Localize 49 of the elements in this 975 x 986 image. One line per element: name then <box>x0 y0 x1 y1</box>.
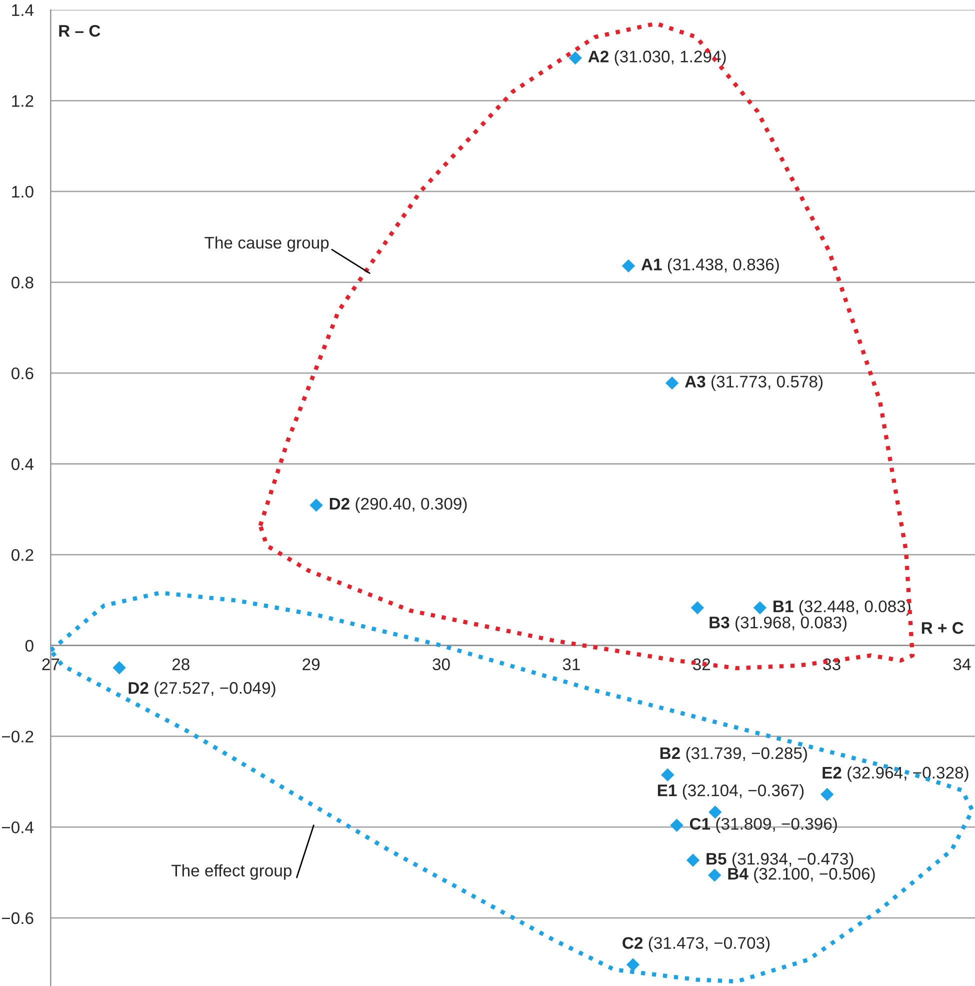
y-tick-label: 0.2 <box>12 549 34 561</box>
point <box>622 259 636 273</box>
point <box>708 806 722 819</box>
point <box>708 868 722 882</box>
point <box>690 601 704 614</box>
annotation: C2 (31.473, −0.703) <box>622 936 770 952</box>
point <box>665 376 679 390</box>
annotation: A3 (31.773, 0.578) <box>684 375 823 391</box>
annotation: The effect group <box>171 864 292 880</box>
annotation: E2 (32.964, −0.328) <box>822 766 968 782</box>
y-tick-label: 0.4 <box>12 458 34 470</box>
point <box>112 661 126 674</box>
point <box>670 818 684 832</box>
point <box>661 768 674 782</box>
point <box>686 854 700 867</box>
y-tick-label: 1.4 <box>12 4 34 16</box>
x-tick-label: 29 <box>302 658 320 670</box>
annotation: B5 (31.934, −0.473) <box>706 852 854 868</box>
y-tick-label: −0.4 <box>2 821 34 834</box>
point <box>568 51 582 65</box>
annotation: B2 (31.739, −0.285) <box>660 746 807 762</box>
y-tick-label: 0.6 <box>12 367 34 380</box>
x-tick-label: 27 <box>42 658 60 670</box>
point <box>310 498 323 512</box>
point <box>820 788 834 801</box>
y-tick-label: 0 <box>25 640 34 652</box>
y-tick-label: −0.6 <box>2 912 34 924</box>
y-tick-label: 1.0 <box>12 186 34 198</box>
annotation: A1 (31.438, 0.836) <box>641 258 779 274</box>
y-tick-label: 0.8 <box>12 276 34 288</box>
y-axis-title: R – C <box>59 24 100 37</box>
x-tick-label: 31 <box>562 658 580 670</box>
x-axis-title: R + C <box>922 622 964 634</box>
annotation: D2 (290.40, 0.309) <box>330 497 467 513</box>
y-tick-label: 1.2 <box>12 95 34 107</box>
annotation: The cause group <box>204 236 329 252</box>
point <box>753 601 767 614</box>
x-tick-label: 32 <box>692 658 710 670</box>
annotation: B1 (32.448, 0.083) <box>774 600 910 616</box>
point <box>626 958 640 972</box>
annotation: D2 (27.527, −0.049) <box>128 682 276 698</box>
x-tick-label: 28 <box>172 658 190 670</box>
annotation: B3 (31.968, 0.083) <box>710 616 847 632</box>
x-tick-label: 34 <box>953 658 971 670</box>
y-tick-label: −0.2 <box>2 730 34 742</box>
annotation: E1 (32.104, −0.367) <box>658 784 804 800</box>
annotation: C1 (31.809, −0.396) <box>690 818 837 834</box>
x-tick-label: 30 <box>432 658 450 670</box>
annotation: B4 (32.100, −0.506) <box>728 867 875 883</box>
